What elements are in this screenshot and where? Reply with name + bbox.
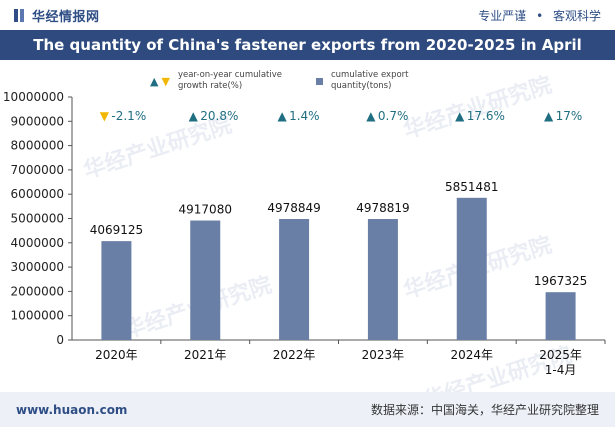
bar-value-label: 4978849	[267, 201, 320, 215]
y-tick-label: 5000000	[11, 212, 64, 226]
header-tags: 专业严谨 • 客观科学	[478, 7, 601, 24]
top-bar: 华经情报网 专业严谨 • 客观科学	[0, 0, 615, 30]
legend-bar-swatch	[316, 77, 323, 85]
chart-legend: ▲ ▼ year-on-year cumulative growth rate(…	[0, 64, 615, 98]
up-triangle-icon: ▲	[544, 109, 554, 123]
bar-value-label: 1967325	[534, 274, 587, 288]
footer-url[interactable]: www.huaon.com	[16, 402, 128, 417]
bar	[545, 292, 576, 340]
down-triangle-icon: ▼	[100, 109, 110, 123]
bar	[279, 219, 310, 340]
legend-qty: cumulative export quantity(tons)	[316, 70, 421, 92]
x-tick-label: 2022年	[273, 348, 316, 362]
footer: www.huaon.com 数据来源：中国海关，华经产业研究院整理	[0, 392, 615, 427]
up-triangle-icon: ▲	[189, 109, 199, 123]
bar	[101, 241, 132, 340]
y-tick-label: 2000000	[11, 284, 64, 298]
up-triangle-icon: ▲	[366, 109, 376, 123]
x-tick-label: 2021年	[184, 348, 227, 362]
logo-icon	[14, 8, 24, 22]
x-tick-label: 2023年	[362, 348, 405, 362]
tag-separator: •	[536, 8, 544, 23]
growth-rate-label: -2.1%	[111, 109, 146, 123]
up-triangle-icon: ▲	[277, 109, 287, 123]
y-tick-label: 10000000	[3, 90, 64, 104]
tag-professional: 专业严谨	[478, 8, 527, 23]
legend-yoy: ▲ ▼ year-on-year cumulative growth rate(…	[150, 70, 298, 92]
growth-rate-label: 0.7%	[378, 109, 409, 123]
y-tick-label: 1000000	[11, 309, 64, 323]
x-tick-label: 2025年	[539, 348, 582, 362]
bar-value-label: 4069125	[90, 223, 143, 237]
y-tick-label: 0	[56, 333, 64, 347]
growth-rate-label: 20.8%	[200, 109, 238, 123]
legend-yoy-label: year-on-year cumulative growth rate(%)	[177, 70, 283, 91]
y-tick-label: 9000000	[11, 114, 64, 128]
growth-rate-label: 17.6%	[467, 109, 505, 123]
tag-objective: 客观科学	[552, 8, 601, 23]
footer-source: 数据来源：中国海关，华经产业研究院整理	[370, 403, 599, 417]
bar-value-label: 5851481	[445, 180, 498, 194]
bar	[367, 219, 398, 340]
y-tick-label: 8000000	[11, 139, 64, 153]
up-triangle-icon: ▲	[455, 109, 465, 123]
y-tick-label: 3000000	[11, 260, 64, 274]
brand[interactable]: 华经情报网	[14, 6, 100, 25]
down-triangle-icon: ▼	[161, 74, 170, 88]
y-tick-label: 4000000	[11, 236, 64, 250]
growth-rate-label: 17%	[556, 109, 583, 123]
y-tick-label: 6000000	[11, 187, 64, 201]
x-tick-label: 2020年	[95, 348, 138, 362]
x-tick-label: 2024年	[450, 348, 493, 362]
legend-qty-label: cumulative export quantity(tons)	[331, 70, 409, 91]
up-triangle-icon: ▲	[150, 74, 159, 88]
brand-name: 华经情报网	[32, 9, 100, 25]
bar-value-label: 4978819	[356, 201, 409, 215]
bar	[456, 197, 487, 340]
y-tick-label: 7000000	[11, 163, 64, 177]
x-tick-label: 1-4月	[545, 363, 577, 377]
bar	[190, 220, 221, 340]
chart-title: The quantity of China's fastener exports…	[0, 30, 615, 60]
bar-value-label: 4917080	[179, 203, 232, 217]
growth-rate-label: 1.4%	[289, 109, 320, 123]
